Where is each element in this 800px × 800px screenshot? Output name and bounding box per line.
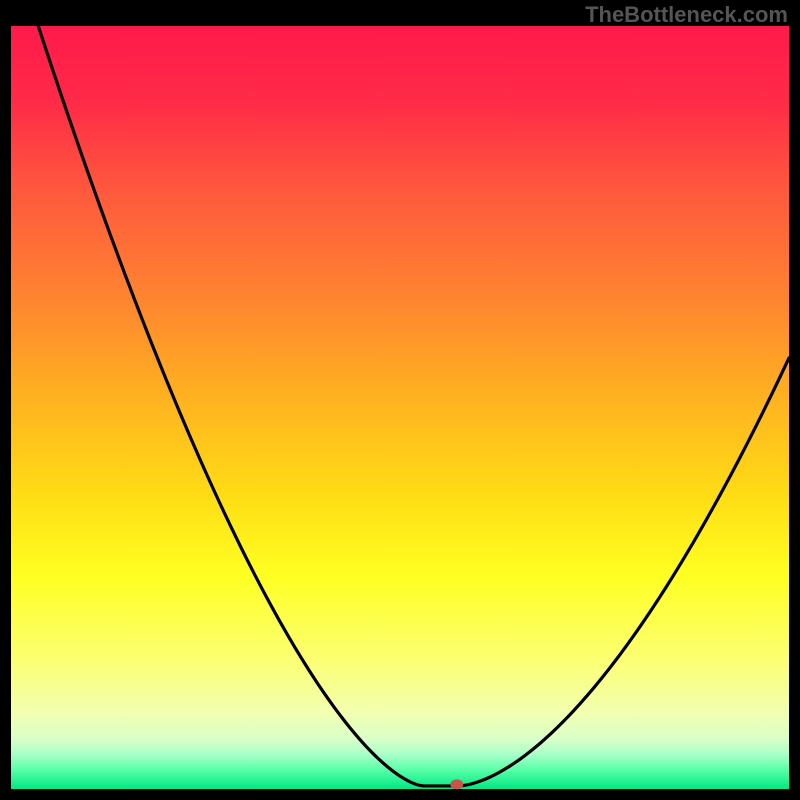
bottleneck-curve	[38, 26, 789, 786]
bottleneck-marker	[450, 779, 463, 789]
plot-svg	[0, 0, 800, 800]
watermark-text: TheBottleneck.com	[585, 2, 788, 28]
